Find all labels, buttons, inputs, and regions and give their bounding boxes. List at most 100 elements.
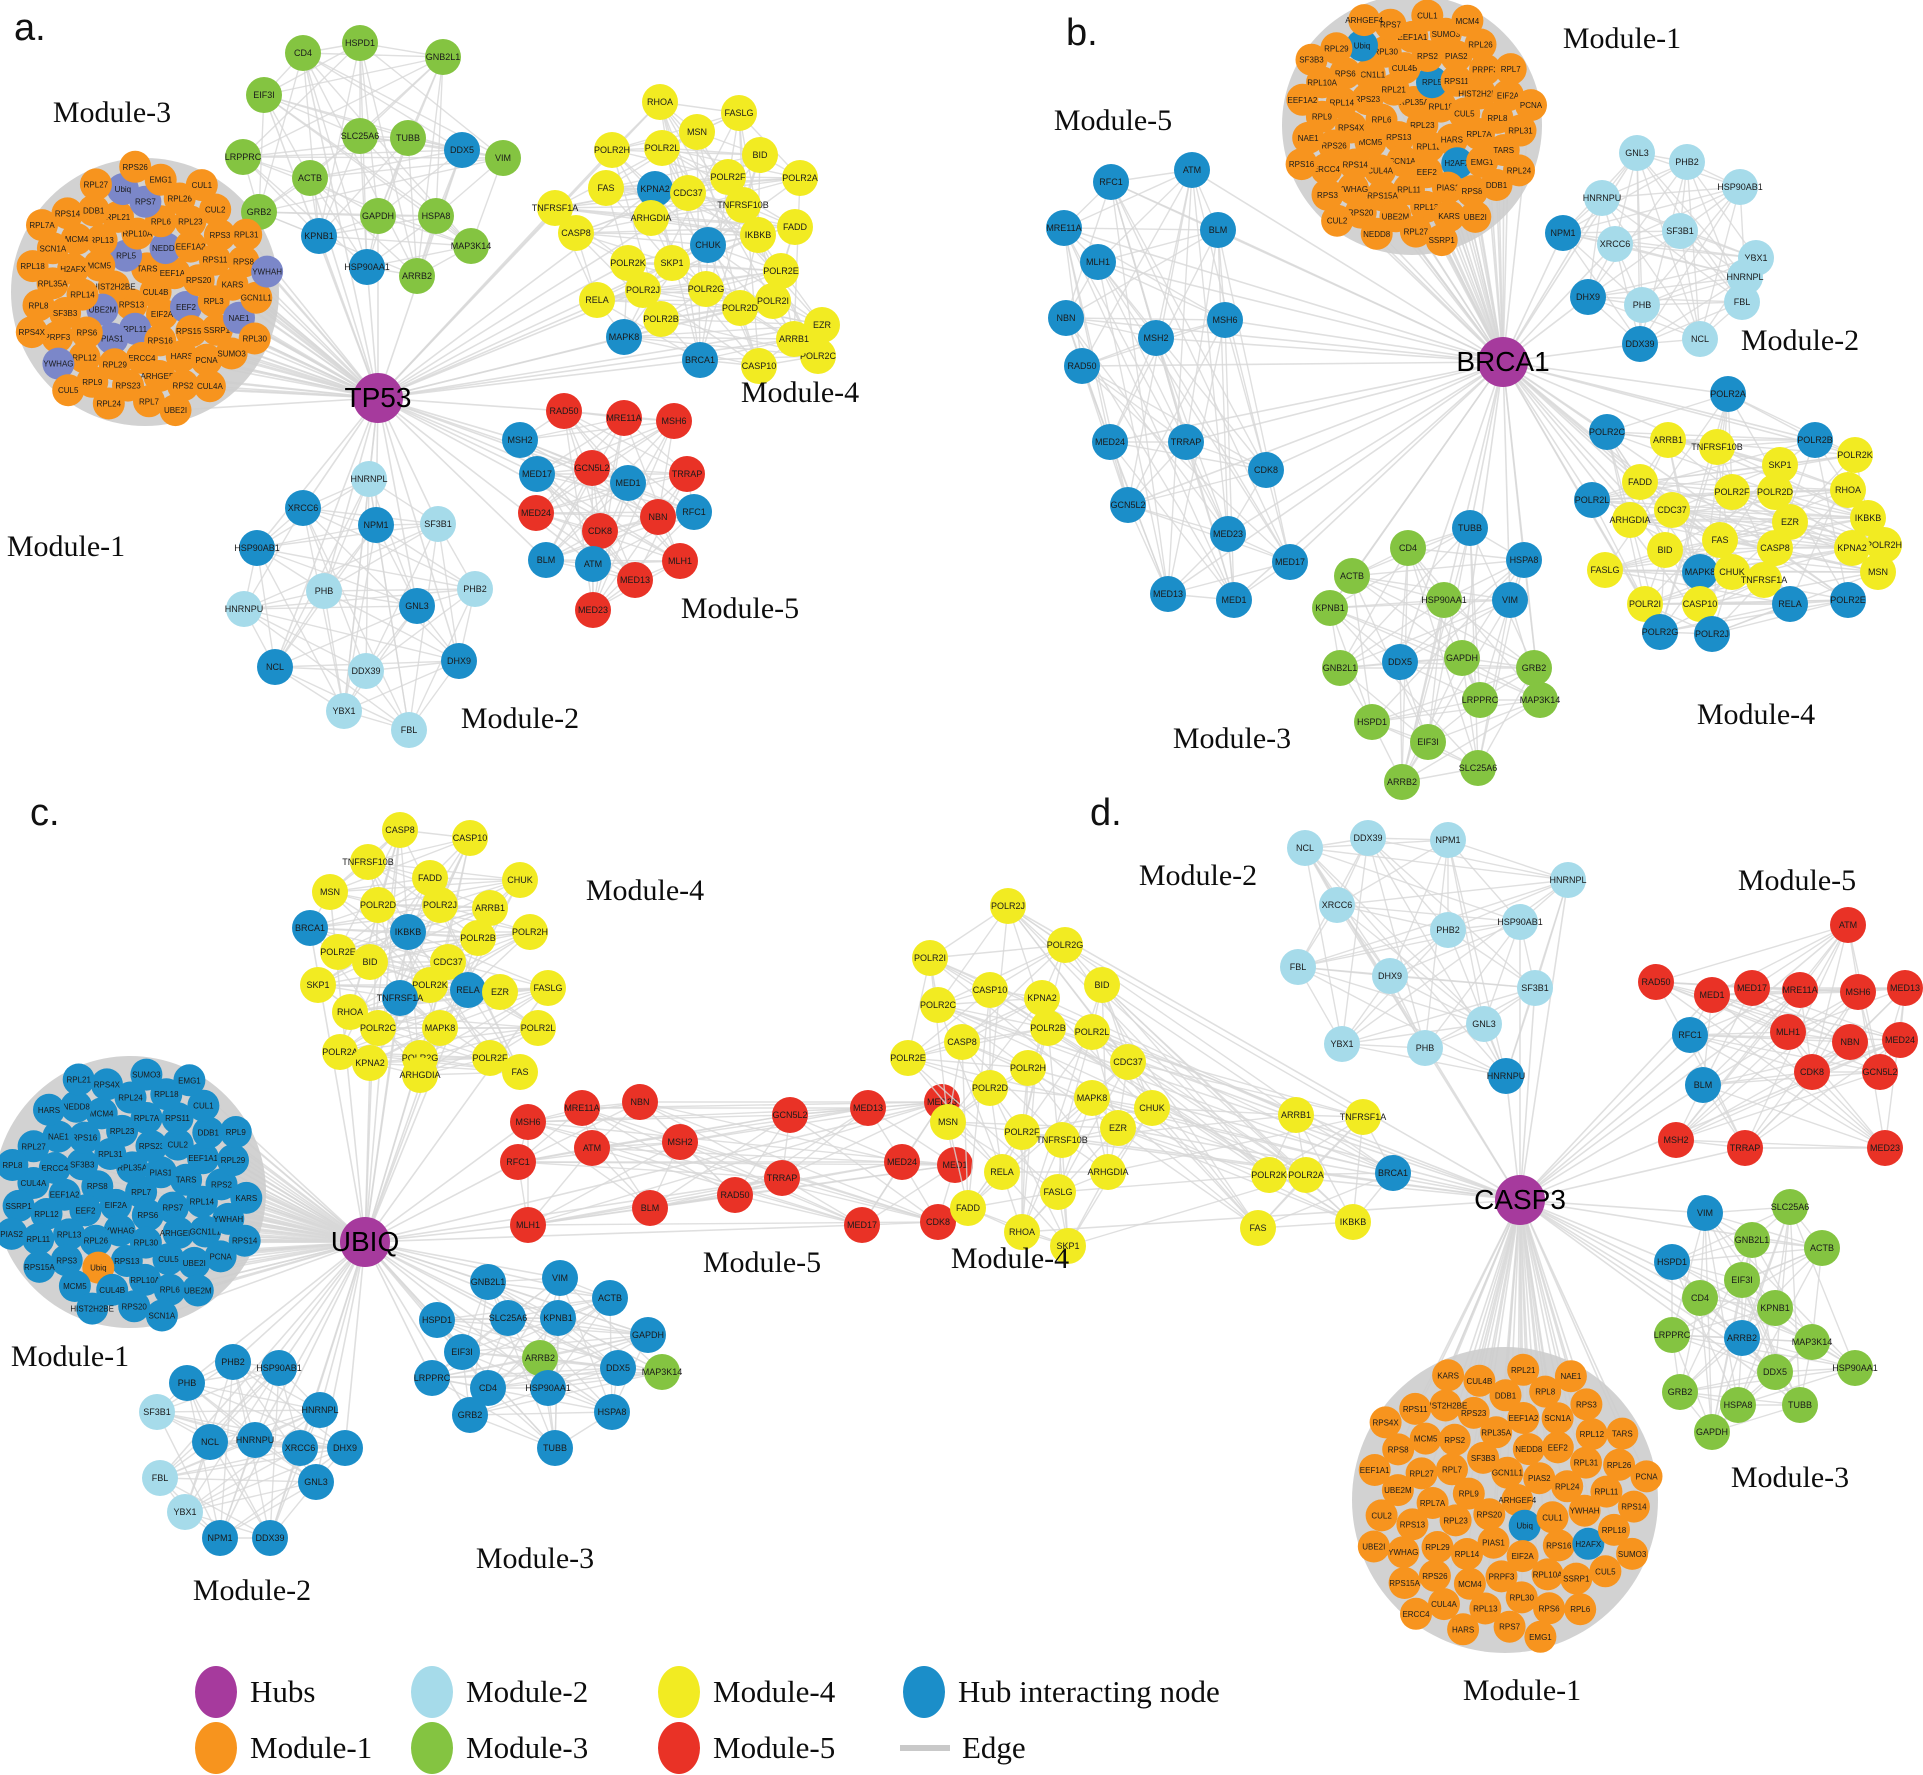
node-POLR2B[interactable]: POLR2B (460, 920, 496, 956)
node-MSN[interactable]: MSN (679, 114, 715, 150)
node-CUL5[interactable]: CUL5 (52, 374, 85, 407)
node-PCNA[interactable]: PCNA (1630, 1460, 1663, 1493)
node-MLH1[interactable]: MLH1 (510, 1207, 546, 1243)
node-RAD50[interactable]: RAD50 (1064, 348, 1100, 384)
node-ACTB[interactable]: ACTB (292, 160, 328, 196)
node-ARRB2[interactable]: ARRB2 (522, 1340, 558, 1376)
node-PIAS2[interactable]: PIAS2 (0, 1217, 28, 1250)
node-ARHGEF4[interactable]: ARHGEF4 (1498, 1484, 1537, 1516)
node-TRRAP[interactable]: TRRAP (669, 456, 705, 492)
node-POLR2B[interactable]: POLR2B (1797, 422, 1833, 458)
node-RPL12[interactable]: RPL12 (68, 341, 101, 374)
node-BID[interactable]: BID (1084, 967, 1120, 1003)
node-HSPA8[interactable]: HSPA8 (1720, 1387, 1756, 1423)
node-CHUK[interactable]: CHUK (690, 227, 726, 263)
node-TRRAP[interactable]: TRRAP (1727, 1130, 1763, 1166)
node-MED1[interactable]: MED1 (937, 1147, 973, 1183)
node-RPL5[interactable]: RPL5 (1416, 66, 1448, 99)
node-GAPDH[interactable]: GAPDH (360, 198, 396, 234)
node-MAP3K14[interactable]: MAP3K14 (1520, 682, 1561, 718)
node-RPL8[interactable]: RPL8 (22, 289, 55, 322)
node-UBE2M[interactable]: UBE2M (1381, 1474, 1414, 1507)
node-MLH1[interactable]: MLH1 (662, 543, 698, 579)
node-POLR2I[interactable]: POLR2I (755, 283, 791, 319)
node-KPNB1[interactable]: KPNB1 (1312, 590, 1348, 626)
node-EEF1A1[interactable]: EEF1A1 (187, 1142, 220, 1175)
node-BID[interactable]: BID (742, 137, 778, 173)
node-RPL30[interactable]: RPL30 (1505, 1581, 1538, 1614)
node-TNFRSF10B[interactable]: TNFRSF10B (1691, 429, 1743, 465)
node-RPL18[interactable]: RPL18 (1598, 1513, 1630, 1546)
node-KPNA2[interactable]: KPNA2 (637, 171, 673, 207)
node-POLR2B[interactable]: POLR2B (1030, 1010, 1066, 1046)
node-RPL11[interactable]: RPL11 (22, 1223, 55, 1256)
node-MSH6[interactable]: MSH6 (1207, 302, 1243, 338)
node-MED13[interactable]: MED13 (617, 562, 653, 598)
node-POLR2F[interactable]: POLR2F (710, 159, 746, 195)
node-ACTB[interactable]: ACTB (1334, 558, 1370, 594)
node-EEF1A2[interactable]: EEF1A2 (1507, 1402, 1540, 1434)
node-NBN[interactable]: NBN (640, 499, 676, 535)
node-RHOA[interactable]: RHOA (332, 994, 368, 1030)
node-POLR2F[interactable]: POLR2F (1714, 474, 1750, 510)
node-CUL1[interactable]: CUL1 (187, 1089, 220, 1122)
node-MSH2[interactable]: MSH2 (502, 422, 538, 458)
node-SF3B3[interactable]: SF3B3 (1295, 43, 1328, 76)
node-GNB2L1[interactable]: GNB2L1 (425, 39, 461, 75)
node-POLR2B[interactable]: POLR2B (643, 301, 679, 337)
node-SF3B3[interactable]: SF3B3 (49, 297, 82, 329)
node-SF3B1[interactable]: SF3B1 (139, 1394, 175, 1430)
node-RPS14[interactable]: RPS14 (1617, 1490, 1650, 1523)
node-FAS[interactable]: FAS (1240, 1210, 1276, 1246)
node-EIF2A[interactable]: EIF2A (146, 298, 178, 331)
node-XRCC6[interactable]: XRCC6 (282, 1430, 318, 1466)
node-H2AFX[interactable]: H2AFX (1441, 147, 1474, 180)
node-CD4[interactable]: CD4 (470, 1370, 506, 1406)
node-NCL[interactable]: NCL (257, 649, 293, 685)
node-YWHAH[interactable]: YWHAH (251, 255, 284, 288)
node-MAP3K14[interactable]: MAP3K14 (642, 1354, 683, 1390)
node-MSH2[interactable]: MSH2 (1658, 1122, 1694, 1158)
node-TNFRSF10B[interactable]: TNFRSF10B (717, 187, 769, 223)
node-DHX9[interactable]: DHX9 (1570, 279, 1606, 315)
node-UBE2I[interactable]: UBE2I (1357, 1530, 1390, 1563)
node-SF3B3[interactable]: SF3B3 (1467, 1441, 1500, 1474)
node-CUL4A[interactable]: CUL4A (193, 370, 226, 403)
node-RPS26[interactable]: RPS26 (1418, 1559, 1451, 1592)
node-ARHGEF4[interactable]: ARHGEF4 (1345, 4, 1384, 37)
node-RAD50[interactable]: RAD50 (546, 393, 582, 429)
node-KPNB1[interactable]: KPNB1 (301, 218, 337, 254)
node-HNRNPL[interactable]: HNRNPL (301, 1392, 339, 1428)
node-EZR[interactable]: EZR (1772, 504, 1808, 540)
node-RPS11[interactable]: RPS11 (1399, 1392, 1432, 1425)
node-MAPK8[interactable]: MAPK8 (1074, 1080, 1110, 1116)
node-BID[interactable]: BID (1647, 532, 1683, 568)
node-DDB1[interactable]: DDB1 (77, 194, 110, 227)
node-PIAS1[interactable]: PIAS1 (1431, 171, 1464, 204)
node-RELA[interactable]: RELA (984, 1154, 1020, 1190)
node-NPM1[interactable]: NPM1 (202, 1520, 238, 1556)
node-PHB2[interactable]: PHB2 (1669, 144, 1705, 180)
node-GNB2L1[interactable]: GNB2L1 (470, 1264, 506, 1300)
node-MCM4[interactable]: MCM4 (85, 1097, 118, 1130)
node-CUL4B[interactable]: CUL4B (96, 1273, 129, 1306)
node-KPNA2[interactable]: KPNA2 (1024, 980, 1060, 1016)
node-RPS26[interactable]: RPS26 (119, 150, 152, 183)
node-KPNA2[interactable]: KPNA2 (352, 1045, 388, 1081)
node-NEDD8[interactable]: NEDD8 (60, 1090, 93, 1123)
node-RPS14[interactable]: RPS14 (228, 1224, 261, 1257)
node-ARHGDIA[interactable]: ARHGDIA (399, 1057, 441, 1093)
node-RPL7[interactable]: RPL7 (1494, 53, 1527, 86)
node-CASP8[interactable]: CASP8 (558, 215, 594, 251)
node-MED24[interactable]: MED24 (518, 495, 554, 531)
node-RPL35A[interactable]: RPL35A (1480, 1416, 1513, 1449)
node-POLR2G[interactable]: POLR2G (1047, 927, 1084, 963)
node-ATM[interactable]: ATM (1830, 907, 1866, 943)
node-HSP90AA1[interactable]: HSP90AA1 (1421, 582, 1467, 618)
node-FASLG[interactable]: FASLG (1587, 552, 1623, 588)
node-CD4[interactable]: CD4 (285, 35, 321, 71)
node-DDB1[interactable]: DDB1 (192, 1116, 225, 1149)
node-ARRB2[interactable]: ARRB2 (399, 258, 435, 294)
node-MED13[interactable]: MED13 (850, 1090, 886, 1126)
node-FADD[interactable]: FADD (950, 1190, 986, 1226)
